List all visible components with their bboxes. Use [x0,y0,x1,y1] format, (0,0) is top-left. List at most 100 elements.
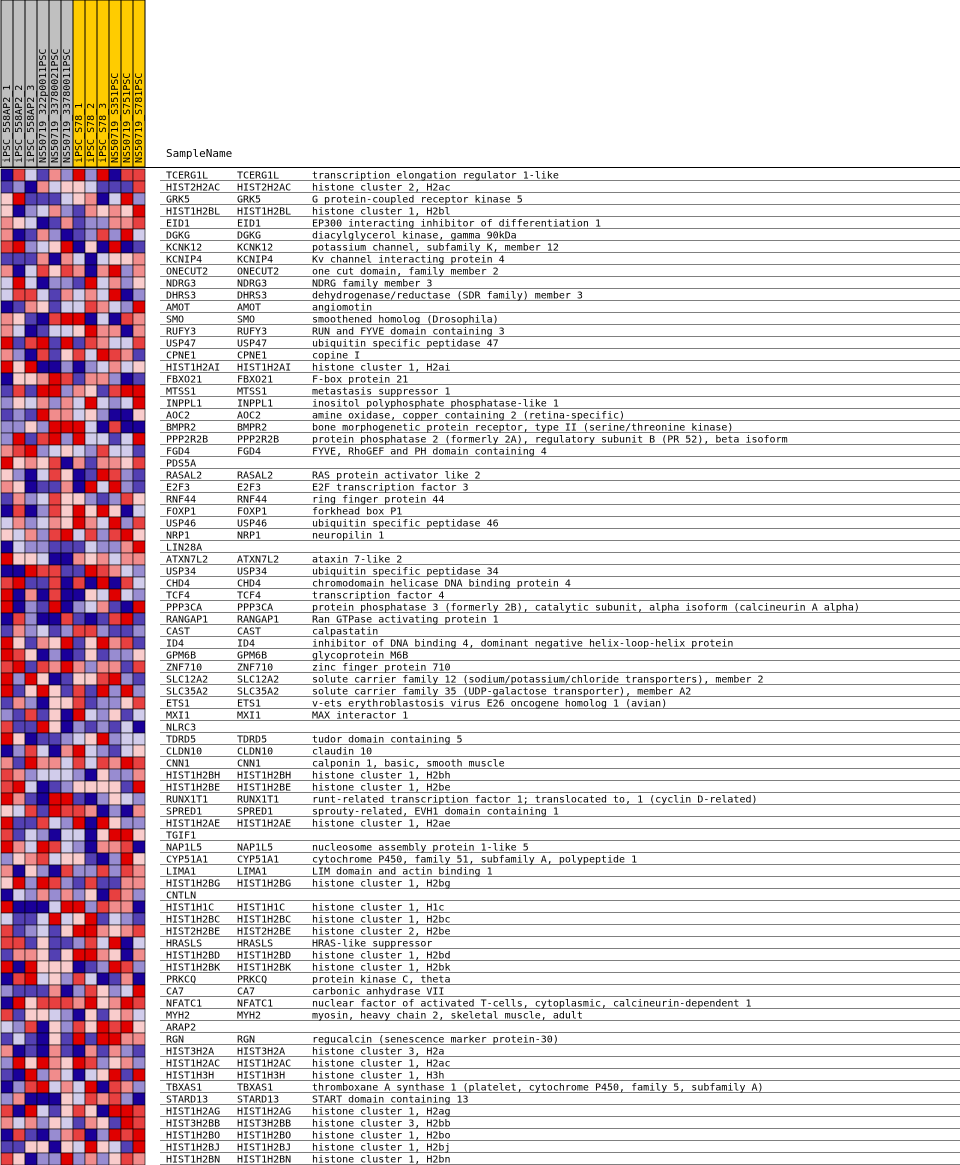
heatmap-cell [60,324,74,338]
heatmap-cell [84,708,98,722]
heatmap-cell [60,276,74,290]
heatmap-cell [0,372,14,386]
row-description: EP300 interacting inhibitor of different… [312,219,601,230]
heatmap-cell [48,492,62,506]
heatmap-cell [96,864,110,878]
row-symbol: MYH2 [237,1011,261,1022]
heatmap-cell [96,240,110,254]
heatmap-cell [72,432,86,446]
row-description: histone cluster 1, H2bl [312,207,450,218]
row-id: HRASLS [166,939,202,950]
row-description: histone cluster 1, H2ac [312,1059,450,1070]
heatmap-cell [36,360,50,374]
row-description: forkhead box P1 [312,507,402,518]
heatmap-cell [84,732,98,746]
heatmap-cell [48,528,62,542]
heatmap-cell [108,1056,122,1070]
heatmap-cell [24,684,38,698]
row-label-ppp2r2b: PPP2R2B PPP2R2B protein phosphatase 2 (for… [166,435,788,446]
heatmap-cell [120,648,134,662]
heatmap-cell [36,204,50,218]
heatmap-cell [120,660,134,674]
heatmap-cell [84,936,98,950]
heatmap-cell [36,900,50,914]
heatmap-cell [108,1032,122,1046]
heatmap-cell [60,468,74,482]
heatmap-cell [24,408,38,422]
heatmap-cell [0,180,14,194]
heatmap-cell [96,876,110,890]
heatmap-cell [96,336,110,350]
heatmap-cell [60,792,74,806]
heatmap-cell [36,1140,50,1154]
row-id: HIST1H2AE [166,819,220,830]
heatmap-cell [24,972,38,986]
row-id: HIST2H2AC [166,183,220,194]
heatmap-cell [72,588,86,602]
heatmap-cell [84,864,98,878]
heatmap-cell [12,492,26,506]
row-id: HIST3H2BB [166,1119,220,1130]
heatmap-cell [108,384,122,398]
row-label-hist1h2bc: HIST1H2BC HIST1H2BC histone cluster 1, H2b… [166,915,450,926]
heatmap-cell [60,828,74,842]
heatmap-cell [84,408,98,422]
heatmap-cell [132,1152,146,1165]
heatmap-cell [84,168,98,182]
heatmap-cell [72,804,86,818]
row-description: histone cluster 3, H2bb [312,1119,450,1130]
heatmap-cell [84,1056,98,1070]
row-symbol: DHRS3 [237,291,267,302]
heatmap-cell [48,900,62,914]
row-label-tcf4: TCF4 TCF4 transcription factor 4 [166,591,444,602]
row-description: claudin 10 [312,747,372,758]
heatmap-cell [60,204,74,218]
heatmap-cell [72,780,86,794]
heatmap-cell [120,168,134,182]
heatmap-cell [60,312,74,326]
heatmap-cell [96,924,110,938]
heatmap-cell [24,564,38,578]
heatmap-cell [72,420,86,434]
heatmap-cell [36,1044,50,1058]
heatmap-cell [24,468,38,482]
heatmap-cell [48,972,62,986]
heatmap-cell [96,504,110,518]
heatmap-cell [60,624,74,638]
heatmap-cell [132,1104,146,1118]
heatmap-cell [120,420,134,434]
heatmap-cell [96,288,110,302]
heatmap-cell [36,876,50,890]
heatmap-cell [36,984,50,998]
heatmap-cell [120,900,134,914]
heatmap-cell [84,528,98,542]
heatmap-cell [0,396,14,410]
heatmap-cell [84,852,98,866]
row-symbol: HIST1H2BH [237,771,291,782]
row-label-id4: ID4 ID4 inhibitor of DNA binding 4, domina… [166,639,733,650]
heatmap-cell [12,348,26,362]
heatmap-cell [108,804,122,818]
heatmap-cell [12,816,26,830]
heatmap-cell [120,1044,134,1058]
row-id: SLC35A2 [166,687,208,698]
heatmap-cell [0,408,14,422]
heatmap-cell [24,492,38,506]
heatmap-cell [132,804,146,818]
row-description: ring finger protein 44 [312,495,444,506]
heatmap-cell [12,336,26,350]
heatmap-cell [24,384,38,398]
heatmap-cell [96,852,110,866]
heatmap-cell [96,168,110,182]
heatmap-cell [48,396,62,410]
heatmap-cell [72,756,86,770]
heatmap-cell [12,240,26,254]
heatmap-cell [84,648,98,662]
heatmap-cell [60,264,74,278]
row-symbol: INPPL1 [237,399,273,410]
heatmap-cell [36,1152,50,1165]
heatmap-cell [96,360,110,374]
heatmap-cell [12,420,26,434]
row-label-inppl1: INPPL1 INPPL1 inositol polyphosphate phosp… [166,399,559,410]
heatmap-cell [132,960,146,974]
